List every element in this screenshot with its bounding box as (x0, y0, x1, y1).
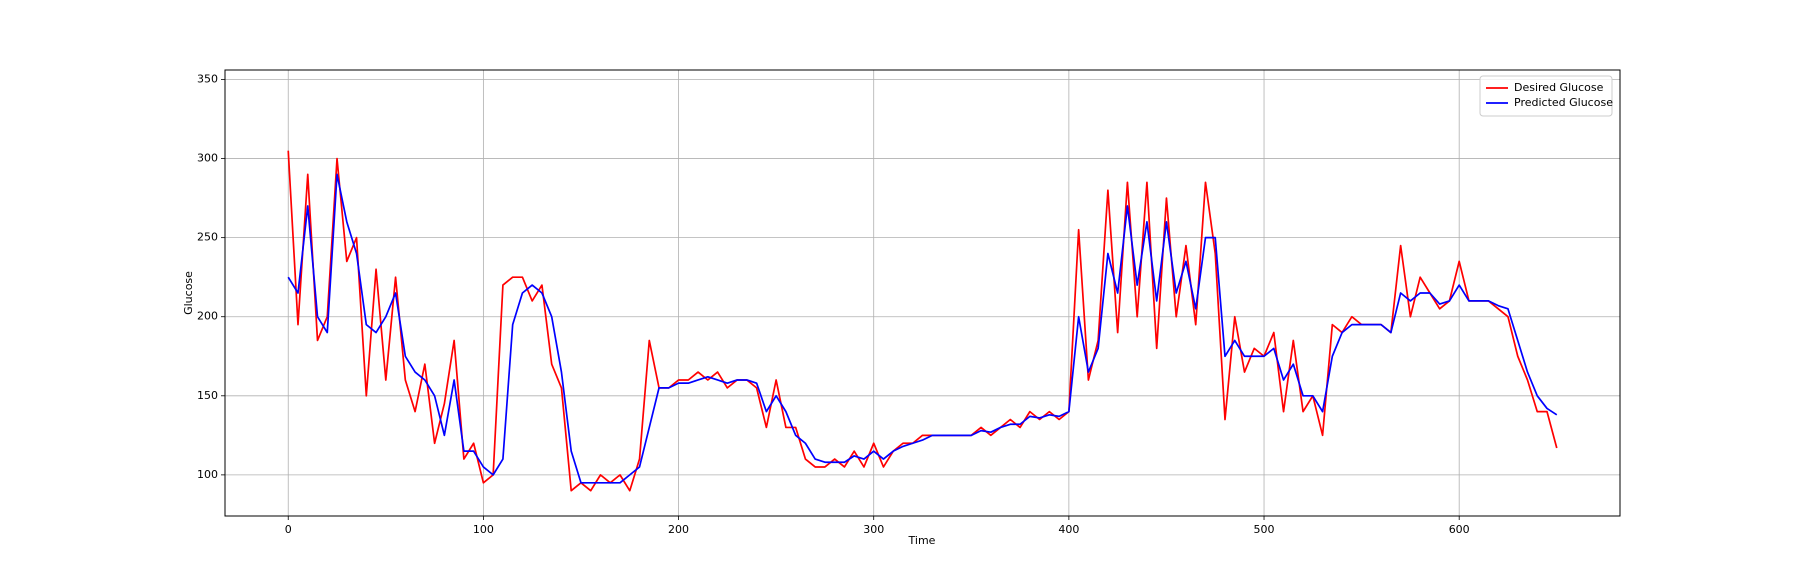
x-axis-label: Time (908, 534, 936, 547)
x-tick-label: 200 (668, 523, 689, 536)
data-line (287, 173, 1558, 484)
x-tick-label: 500 (1254, 523, 1275, 536)
y-tick-label: 150 (197, 389, 218, 402)
x-tick-label: 300 (863, 523, 884, 536)
legend-label: Predicted Glucose (1514, 96, 1613, 109)
y-tick-label: 100 (197, 468, 218, 481)
x-tick-label: 600 (1449, 523, 1470, 536)
x-tick-label: 400 (1058, 523, 1079, 536)
y-tick-label: 250 (197, 231, 218, 244)
plot-frame (224, 69, 1621, 517)
y-tick-label: 200 (197, 310, 218, 323)
legend: Desired Glucose Predicted Glucose (1479, 75, 1613, 117)
y-axis-label: Glucose (182, 271, 195, 315)
data-line (287, 150, 1558, 492)
legend-box (1479, 75, 1613, 117)
x-tick-label: 100 (473, 523, 494, 536)
y-tick-label: 300 (197, 152, 218, 165)
legend-label: Desired Glucose (1514, 81, 1604, 94)
y-tick-label: 350 (197, 72, 218, 85)
x-tick-label: 0 (285, 523, 292, 536)
